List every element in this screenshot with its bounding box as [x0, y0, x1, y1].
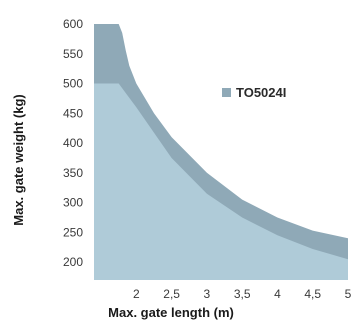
y-tick-label: 200 — [63, 255, 83, 269]
x-tick-label: 5 — [345, 287, 352, 301]
y-tick-label: 500 — [63, 77, 83, 91]
x-tick-labels: 2 2,5 3 3,5 4 4,5 5 — [133, 287, 352, 301]
x-tick-label: 4,5 — [304, 287, 321, 301]
x-tick-label: 3,5 — [234, 287, 251, 301]
x-tick-label: 2,5 — [163, 287, 180, 301]
legend-swatch — [222, 88, 231, 97]
x-tick-label: 3 — [204, 287, 211, 301]
y-tick-label: 450 — [63, 106, 83, 120]
y-tick-label: 350 — [63, 166, 83, 180]
y-tick-label: 550 — [63, 47, 83, 61]
y-tick-label: 300 — [63, 196, 83, 210]
y-tick-labels: 600 550 500 450 400 350 300 250 200 — [63, 17, 83, 269]
legend-label: TO5024I — [236, 85, 286, 100]
plot-areas — [94, 24, 348, 280]
y-axis-title: Max. gate weight (kg) — [11, 94, 26, 225]
legend: TO5024I — [222, 85, 286, 100]
y-tick-label: 600 — [63, 17, 83, 31]
x-tick-label: 4 — [274, 287, 281, 301]
x-tick-label: 2 — [133, 287, 140, 301]
x-axis-title: Max. gate length (m) — [108, 305, 234, 320]
y-tick-label: 250 — [63, 225, 83, 239]
y-tick-label: 400 — [63, 136, 83, 150]
area-series-inner — [94, 83, 348, 280]
